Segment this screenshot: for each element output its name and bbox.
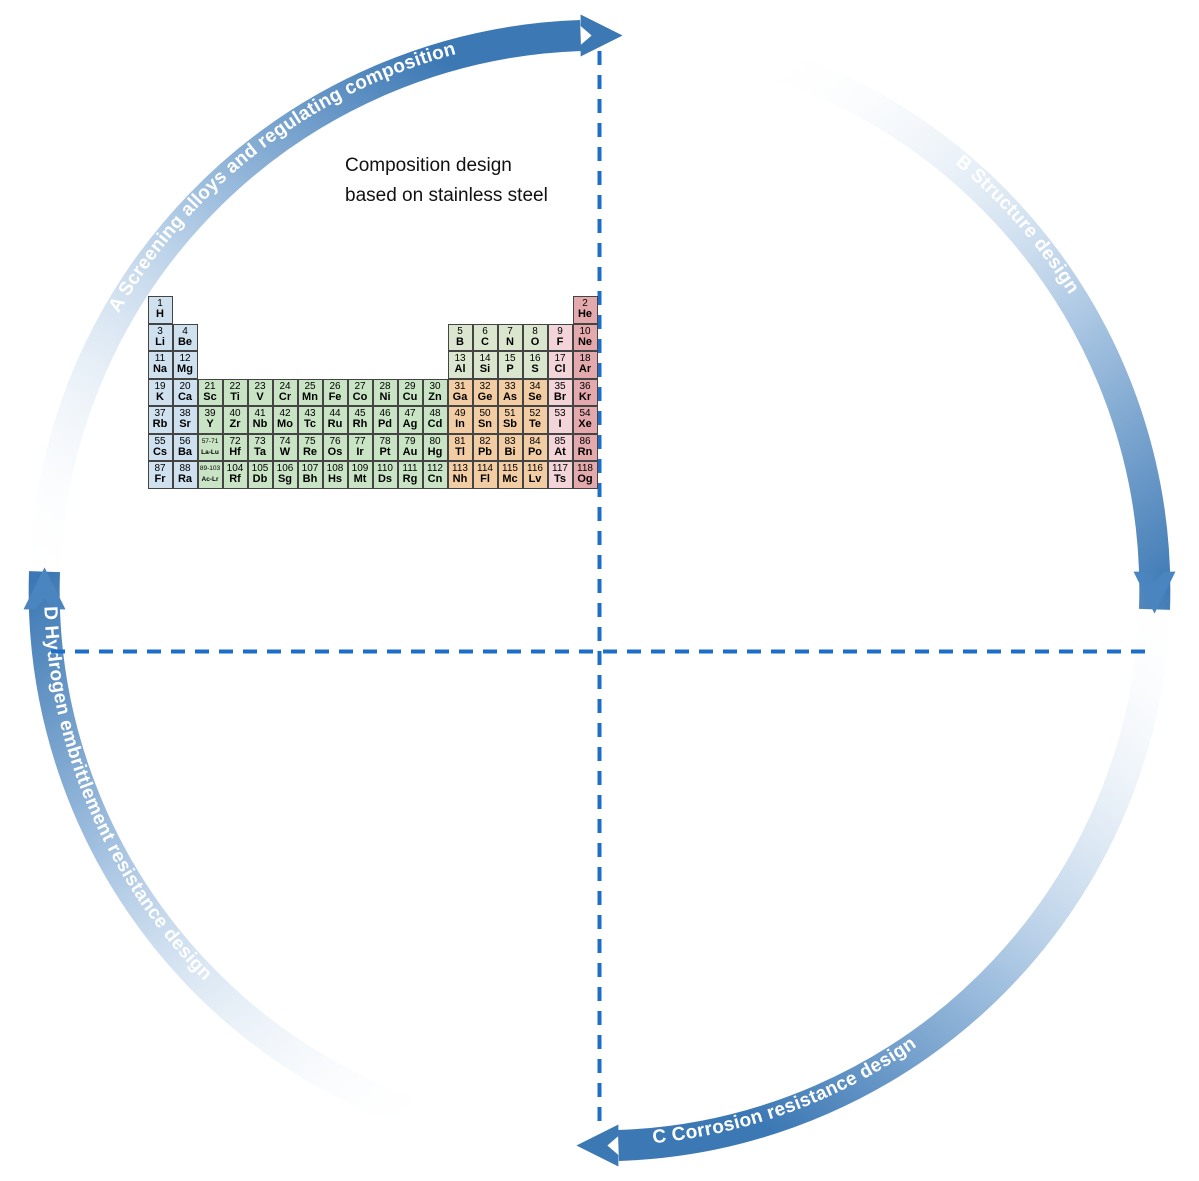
svg-text:C Corrosion resistance design: C Corrosion resistance design (651, 1033, 920, 1148)
svg-text:D Hydrogen embrittlement resi: D Hydrogen embrittlement resistance desi… (39, 606, 216, 985)
svg-text:B Structure design: B Structure design (951, 151, 1083, 297)
